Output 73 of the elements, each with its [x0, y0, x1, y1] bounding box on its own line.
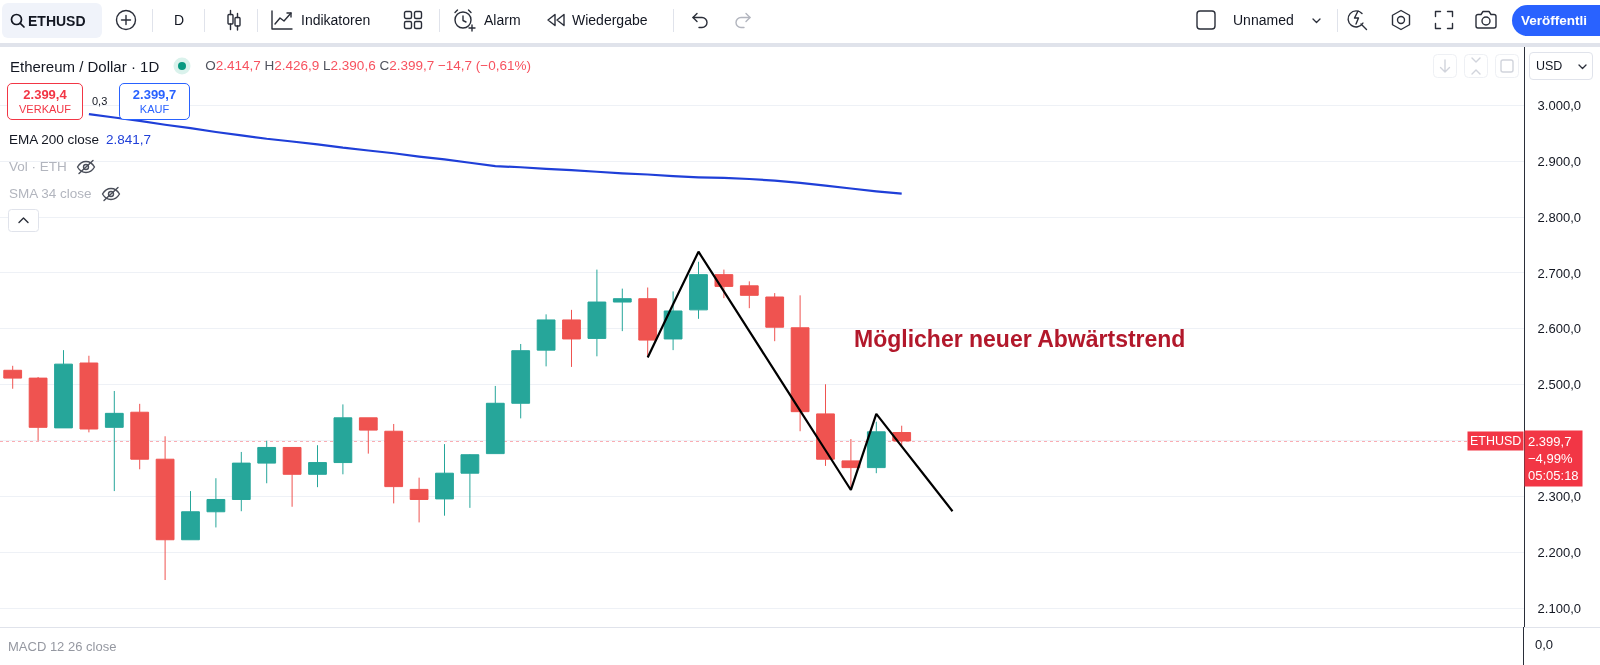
- sell-button: 2.399,4 VERKAUF: [7, 83, 83, 120]
- text: 05:05:18: [1528, 467, 1579, 483]
- annotation: Vol · ETH: [9, 159, 67, 175]
- dropdown: USD: [1529, 52, 1593, 80]
- candlestick: [257, 440, 277, 484]
- y-tick-label: 3.000,0: [1537, 97, 1581, 113]
- candlestick: [638, 287, 658, 357]
- candlestick: [181, 490, 200, 541]
- y-tick-label: 2.500,0: [1537, 377, 1581, 393]
- text: Ethereum / Dollar · 1D: [10, 57, 160, 75]
- candlestick: [765, 292, 785, 342]
- candlestick: [841, 438, 861, 489]
- series-label: EMA 200 close: [9, 132, 100, 148]
- text: 0,0: [1535, 637, 1554, 652]
- y-tick-label: 2.700,0: [1537, 265, 1581, 281]
- candlestick: [104, 390, 124, 492]
- y-tick-label: 2.200,0: [1537, 545, 1581, 561]
- candlestick: [28, 376, 48, 442]
- candlestick: [358, 417, 378, 455]
- candlestick: [79, 355, 99, 433]
- y-tick-label: 2.100,0: [1537, 601, 1581, 617]
- candlestick: [866, 421, 886, 474]
- ref-line-label: ETHUSD: [1470, 434, 1522, 448]
- text: −4,99%: [1528, 450, 1573, 466]
- annotation: KAUF: [138, 103, 171, 115]
- annotation: SMA 34 close: [9, 186, 92, 202]
- annotation: VERKAUF: [18, 103, 72, 115]
- candlestick: [536, 313, 556, 367]
- annotation: 2.399,4: [22, 87, 68, 102]
- y-tick-label: 2.600,0: [1537, 321, 1581, 337]
- candlestick: [790, 294, 810, 432]
- candlestick: [714, 269, 734, 299]
- y-tick-label: 2.300,0: [1537, 489, 1581, 505]
- y-tick-label: 2.800,0: [1537, 209, 1581, 225]
- annotation: Möglicher neuer Abwärtstrend: [854, 326, 1186, 352]
- candlestick: [663, 290, 683, 351]
- annotation: O2.414,7 H2.426,9 L2.390,6 C2.399,7 −14,7 (−0,61%): [205, 58, 531, 74]
- candlestick: [587, 269, 607, 357]
- text: Wiedergabe: [572, 12, 648, 28]
- candlestick: [816, 383, 835, 467]
- text: MACD 12 26 close: [8, 639, 117, 654]
- candlestick: [562, 309, 581, 368]
- candlestick: [409, 477, 429, 523]
- candlestick: [384, 423, 404, 504]
- candlestick: [435, 443, 454, 517]
- candlestick: [282, 446, 302, 508]
- annotation: 2.399,7: [131, 87, 178, 102]
- text: D: [174, 12, 185, 28]
- search-field: ETHUSD: [2, 3, 102, 38]
- candlestick: [231, 451, 251, 512]
- candlestick: [689, 261, 708, 320]
- annotation: 0,3: [92, 95, 108, 107]
- candlestick: [308, 444, 327, 488]
- y-tick-label: 2.900,0: [1537, 153, 1581, 169]
- text: Unnamed: [1233, 12, 1294, 28]
- button: Veröffentli: [1512, 5, 1600, 36]
- candlestick: [892, 425, 912, 447]
- candlestick: [155, 435, 175, 581]
- buy-button: 2.399,7 KAUF: [119, 83, 190, 120]
- text: Alarm: [484, 12, 521, 28]
- candlestick: [333, 403, 353, 475]
- annotation: 2.841,7: [106, 132, 152, 148]
- candlestick: [739, 280, 759, 309]
- candlestick: [3, 365, 23, 390]
- candlestick: [460, 453, 480, 509]
- text: Indikatoren: [301, 12, 371, 28]
- candlestick: [612, 288, 632, 332]
- candlestick: [206, 477, 226, 528]
- text: 2.399,7: [1528, 434, 1572, 449]
- candlestick: [130, 403, 150, 470]
- candlestick: [485, 385, 505, 455]
- candlestick: [511, 343, 531, 419]
- candlestick: [54, 349, 73, 429]
